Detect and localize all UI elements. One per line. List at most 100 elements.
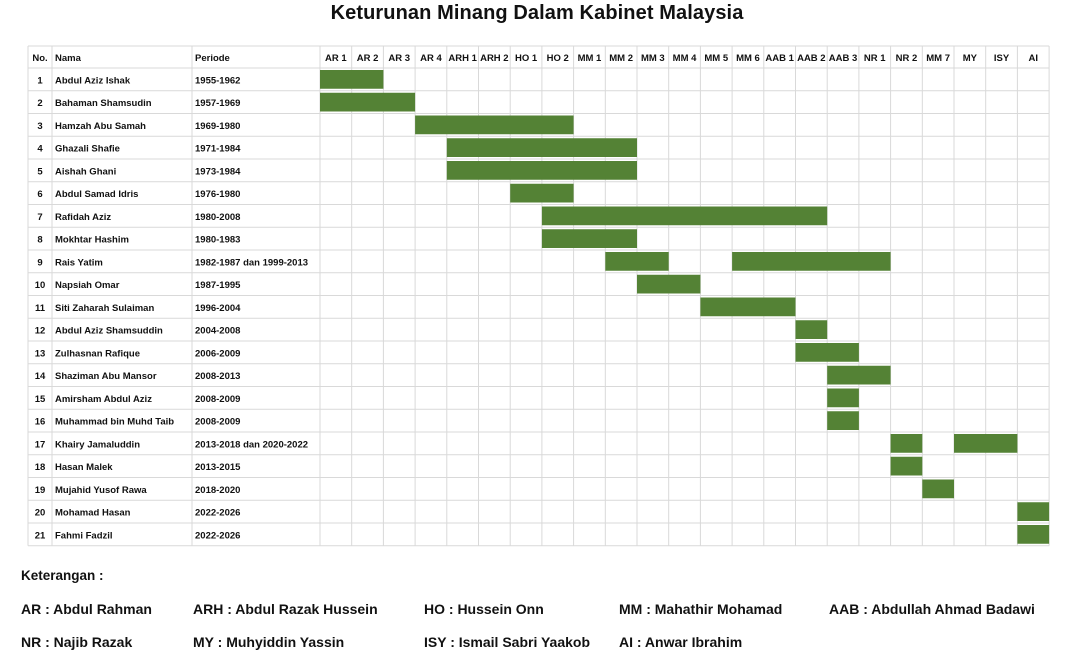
- gantt-bar: [1017, 502, 1050, 521]
- gantt-bar: [795, 320, 828, 339]
- header-cabinet-ho2: HO 2: [547, 53, 569, 64]
- legend-item-ai: AI : Anwar Ibrahim: [619, 634, 743, 650]
- gantt-bar: [700, 297, 796, 317]
- row-number: 4: [37, 144, 43, 155]
- header-cabinet-nr1: NR 1: [864, 53, 886, 64]
- gantt-bar: [510, 183, 574, 203]
- row-period: 1987-1995: [195, 280, 241, 291]
- row-name: Rafidah Aziz: [55, 212, 111, 223]
- row-name: Shaziman Abu Mansor: [55, 371, 157, 382]
- gantt-bar: [827, 411, 859, 430]
- row-name: Napsiah Omar: [55, 280, 120, 291]
- row-number: 18: [35, 462, 46, 473]
- row-period: 1996-2004: [195, 303, 241, 314]
- header-cabinet-mm7: MM 7: [926, 53, 950, 64]
- legend-item-aab: AAB : Abdullah Ahmad Badawi: [829, 601, 1035, 617]
- header-cabinet-my: MY: [963, 53, 978, 64]
- row-name: Ghazali Shafie: [55, 144, 120, 155]
- gantt-bar: [637, 274, 701, 294]
- row-period: 1976-1980: [195, 189, 240, 200]
- row-period: 1973-1984: [195, 166, 241, 177]
- row-period: 1982-1987 dan 1999-2013: [195, 257, 308, 268]
- header-cabinet-mm6: MM 6: [736, 53, 760, 64]
- row-period: 2018-2020: [195, 485, 240, 496]
- legend-item-my: MY : Muhyiddin Yassin: [193, 634, 345, 650]
- legend-item-mm: MM : Mahathir Mohamad: [619, 601, 783, 617]
- gantt-bar: [922, 479, 954, 499]
- row-number: 19: [35, 485, 46, 496]
- row-period: 2008-2009: [195, 394, 240, 405]
- row-period: 2004-2008: [195, 326, 240, 337]
- row-name: Amirsham Abdul Aziz: [55, 394, 152, 405]
- gantt-bar: [954, 434, 1018, 453]
- row-number: 11: [35, 303, 46, 314]
- header-cabinet-aab1: AAB 1: [765, 53, 794, 64]
- row-number: 15: [35, 394, 46, 405]
- row-period: 2022-2026: [195, 508, 240, 519]
- row-name: Aishah Ghani: [55, 166, 116, 177]
- header-cabinet-mm5: MM 5: [704, 53, 728, 64]
- row-number: 17: [35, 439, 46, 450]
- row-number: 21: [35, 530, 46, 541]
- row-name: Fahmi Fadzil: [55, 530, 113, 541]
- row-name: Muhammad bin Muhd Taib: [55, 417, 174, 428]
- row-name: Zulhasnan Rafique: [55, 348, 140, 359]
- row-number: 13: [35, 348, 46, 359]
- row-number: 8: [37, 235, 42, 246]
- header-cabinet-arh1: ARH 1: [448, 53, 477, 64]
- header-name: Nama: [55, 53, 82, 64]
- row-name: Mujahid Yusof Rawa: [55, 485, 147, 496]
- header-cabinet-ar4: AR 4: [420, 53, 442, 64]
- gantt-bar: [890, 434, 923, 453]
- row-number: 7: [37, 212, 42, 223]
- row-name: Siti Zaharah Sulaiman: [55, 303, 154, 314]
- row-number: 9: [37, 257, 42, 268]
- row-period: 1969-1980: [195, 121, 240, 132]
- header-cabinet-ar2: AR 2: [357, 53, 379, 64]
- legend-item-ar: AR : Abdul Rahman: [21, 601, 152, 617]
- header-cabinet-aab3: AAB 3: [829, 53, 858, 64]
- row-name: Abdul Aziz Shamsuddin: [55, 326, 163, 337]
- header-cabinet-isy: ISY: [994, 53, 1010, 64]
- gantt-bar: [795, 343, 859, 362]
- row-period: 1980-2008: [195, 212, 240, 223]
- header-cabinet-ai: AI: [1029, 53, 1039, 64]
- header-cabinet-arh2: ARH 2: [480, 53, 509, 64]
- legend-item-isy: ISY : Ismail Sabri Yaakob: [424, 634, 591, 650]
- row-number: 14: [35, 371, 46, 382]
- row-name: Rais Yatim: [55, 257, 103, 268]
- row-name: Abdul Samad Idris: [55, 189, 138, 200]
- header-cabinet-aab2: AAB 2: [797, 53, 826, 64]
- legend-item-arh: ARH : Abdul Razak Hussein: [193, 601, 378, 617]
- row-period: 2013-2018 dan 2020-2022: [195, 439, 308, 450]
- header-cabinet-mm1: MM 1: [578, 53, 602, 64]
- gantt-bar: [446, 138, 637, 157]
- row-number: 16: [35, 417, 46, 428]
- header-cabinet-nr2: NR 2: [896, 53, 918, 64]
- header-cabinet-ar3: AR 3: [388, 53, 410, 64]
- row-name: Mokhtar Hashim: [55, 235, 129, 246]
- row-period: 1971-1984: [195, 144, 241, 155]
- row-period: 1955-1962: [195, 75, 240, 86]
- gantt-bar: [541, 229, 637, 248]
- header-cabinet-mm2: MM 2: [609, 53, 633, 64]
- row-name: Khairy Jamaluddin: [55, 439, 140, 450]
- gantt-bar: [890, 456, 923, 476]
- row-number: 12: [35, 326, 46, 337]
- row-name: Hasan Malek: [55, 462, 113, 473]
- row-period: 2022-2026: [195, 530, 240, 541]
- row-number: 1: [37, 75, 43, 86]
- legend-item-nr: NR : Najib Razak: [21, 634, 133, 650]
- row-period: 1957-1969: [195, 98, 240, 109]
- header-cabinet-ar1: AR 1: [325, 53, 347, 64]
- header-cabinet-ho1: HO 1: [515, 53, 538, 64]
- row-name: Bahaman Shamsudin: [55, 98, 152, 109]
- header-cabinet-mm3: MM 3: [641, 53, 665, 64]
- header-period: Periode: [195, 53, 230, 64]
- row-name: Hamzah Abu Samah: [55, 121, 146, 132]
- gantt-bar: [415, 115, 574, 135]
- header-no: No.: [32, 53, 47, 64]
- gantt-bar: [1017, 525, 1050, 544]
- gantt-bar: [541, 206, 828, 226]
- row-number: 5: [37, 166, 43, 177]
